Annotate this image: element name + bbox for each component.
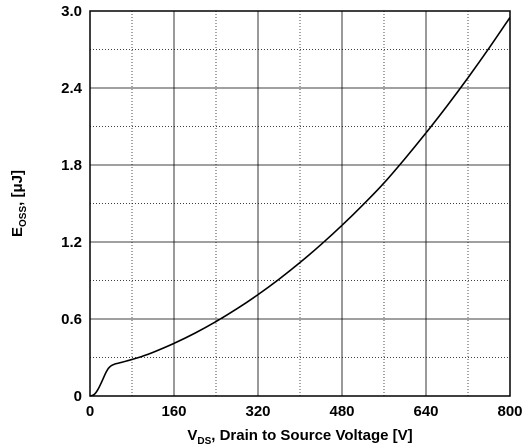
y-tick-label: 2.4 (61, 80, 83, 97)
grid (90, 11, 510, 396)
y-tick-label: 3.0 (61, 3, 82, 20)
series-layer (89, 16, 511, 397)
x-tick-label: 160 (161, 403, 186, 420)
tick-labels: 0 160 320 480 640 800 0 0.6 1.2 1.8 2.4 3.0 (61, 3, 522, 420)
y-tick-label: 0 (74, 388, 82, 405)
x-tick-label: 480 (329, 403, 354, 420)
series-line-0 (89, 16, 511, 397)
y-tick-label: 1.2 (61, 234, 82, 251)
x-tick-label: 640 (413, 403, 438, 420)
x-axis-title: VDS, Drain to Source Voltage [V] (187, 427, 412, 447)
y-tick-label: 1.8 (61, 157, 82, 174)
x-axis-title-suffix: , Drain to Source Voltage [V] (211, 427, 412, 444)
y-axis-title-prefix: E (9, 227, 26, 237)
y-axis-title-subscript: OSS (18, 206, 29, 227)
x-tick-label: 800 (497, 403, 522, 420)
x-axis-title-subscript: DS (197, 436, 211, 447)
x-tick-label: 0 (86, 403, 94, 420)
x-axis-title-prefix: V (187, 427, 197, 444)
y-axis-title-suffix: , [μJ] (9, 170, 26, 206)
x-tick-label: 320 (245, 403, 270, 420)
y-axis-title: EOSS, [μJ] (9, 170, 29, 237)
y-tick-label: 0.6 (61, 311, 82, 328)
plot-area-frame (89, 10, 511, 397)
